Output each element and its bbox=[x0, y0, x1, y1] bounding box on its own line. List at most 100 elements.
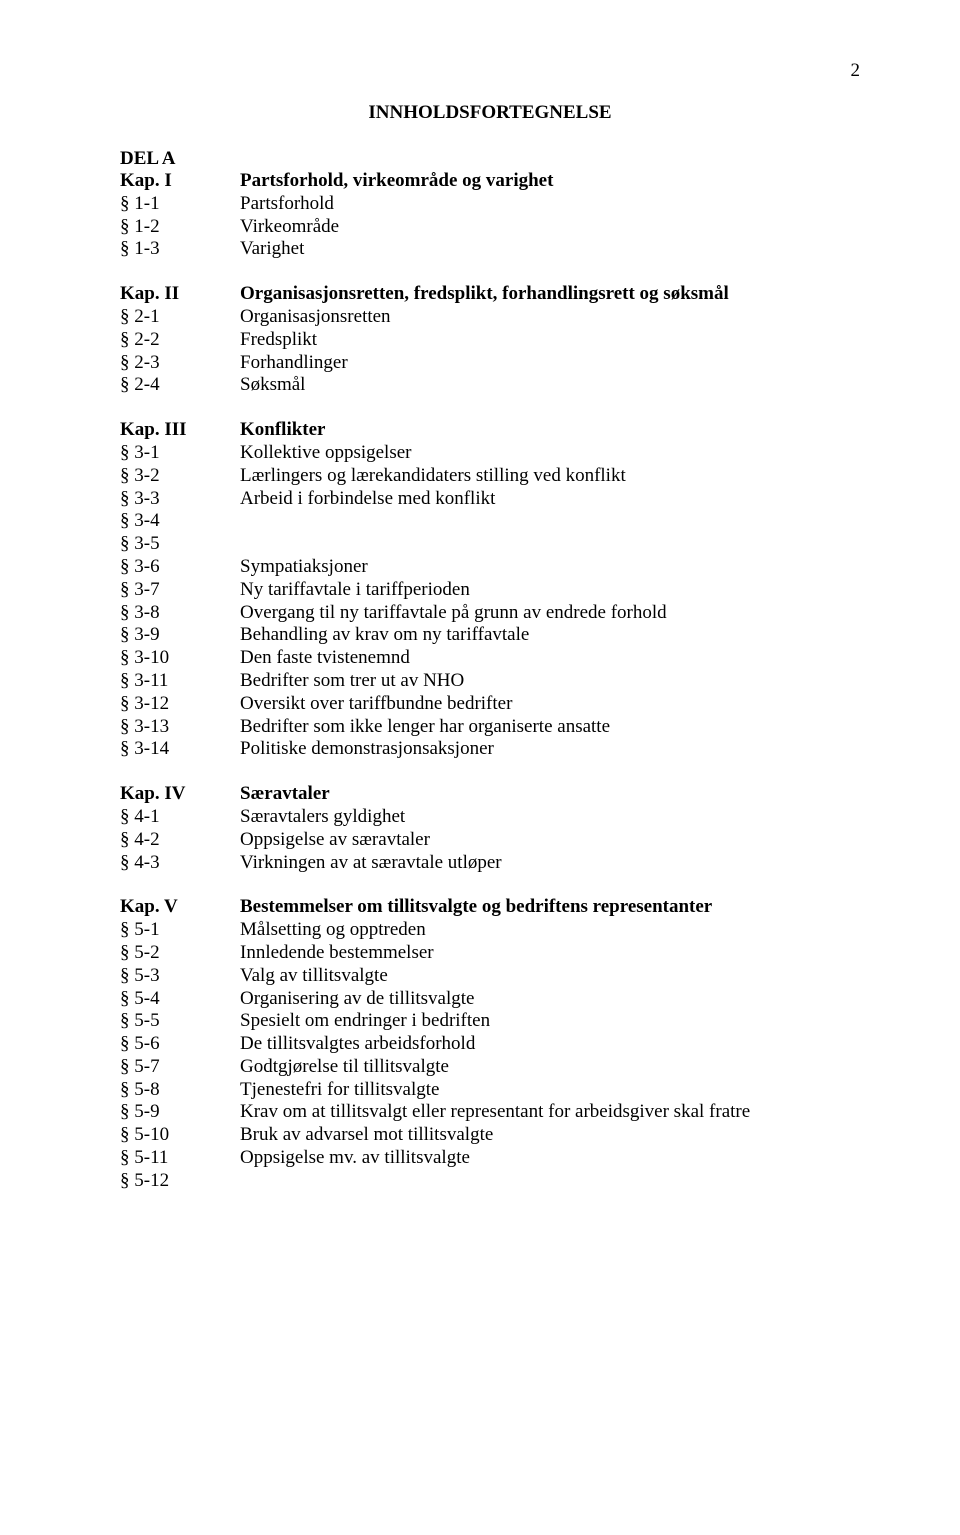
document-page: 2 INNHOLDSFORTEGNELSE DEL A Kap. IPartsf… bbox=[0, 0, 960, 1275]
entry-ref: § 5-1 bbox=[120, 919, 240, 942]
toc-entry: § 4-2Oppsigelse av særavtaler bbox=[120, 829, 860, 852]
entry-ref: § 1-3 bbox=[120, 238, 240, 261]
entry-title: De tillitsvalgtes arbeidsforhold bbox=[240, 1033, 860, 1056]
entry-title: Innledende bestemmelser bbox=[240, 942, 860, 965]
entry-ref: § 3-4 bbox=[120, 510, 240, 533]
entry-title: Oppsigelse av særavtaler bbox=[240, 829, 860, 852]
toc-entry: § 3-2Lærlingers og lærekandidaters still… bbox=[120, 465, 860, 488]
toc-entry: § 3-6Sympatiaksjoner bbox=[120, 556, 860, 579]
toc-entry: § 3-7Ny tariffavtale i tariffperioden bbox=[120, 579, 860, 602]
toc-entry: § 1-1Partsforhold bbox=[120, 193, 860, 216]
entry-ref: § 3-5 bbox=[120, 533, 240, 556]
entry-ref: § 3-6 bbox=[120, 556, 240, 579]
toc-entry: § 2-1Organisasjonsretten bbox=[120, 306, 860, 329]
chapter-title: Særavtaler bbox=[240, 783, 860, 806]
del-a-label: DEL A bbox=[120, 148, 860, 170]
entry-title: Særavtalers gyldighet bbox=[240, 806, 860, 829]
toc-entry: § 3-9Behandling av krav om ny tariffavta… bbox=[120, 624, 860, 647]
entry-ref: § 3-13 bbox=[120, 716, 240, 739]
entry-title: Oversikt over tariffbundne bedrifter bbox=[240, 693, 860, 716]
entry-title: Arbeid i forbindelse med konflikt bbox=[240, 488, 860, 511]
entry-ref: § 3-8 bbox=[120, 602, 240, 625]
toc-entry: § 5-11Oppsigelse mv. av tillitsvalgte bbox=[120, 1147, 860, 1170]
entry-ref: § 5-11 bbox=[120, 1147, 240, 1170]
toc-entry: § 3-13Bedrifter som ikke lenger har orga… bbox=[120, 716, 860, 739]
entry-ref: § 3-10 bbox=[120, 647, 240, 670]
chapter-ref: Kap. I bbox=[120, 170, 240, 193]
toc-entry: § 3-11Bedrifter som trer ut av NHO bbox=[120, 670, 860, 693]
entry-ref: § 3-2 bbox=[120, 465, 240, 488]
toc-entry: § 3-14Politiske demonstrasjonsaksjoner bbox=[120, 738, 860, 761]
toc-title: INNHOLDSFORTEGNELSE bbox=[120, 102, 860, 124]
entry-title: Forhandlinger bbox=[240, 352, 860, 375]
chapter-group: Kap. IIIKonflikter§ 3-1Kollektive oppsig… bbox=[120, 419, 860, 761]
entry-title: Godtgjørelse til tillitsvalgte bbox=[240, 1056, 860, 1079]
entry-title: Kollektive oppsigelser bbox=[240, 442, 860, 465]
chapter-group: Kap. IIOrganisasjonsretten, fredsplikt, … bbox=[120, 283, 860, 397]
entry-ref: § 2-2 bbox=[120, 329, 240, 352]
chapter-header: Kap. IVSæravtaler bbox=[120, 783, 860, 806]
entry-ref: § 4-2 bbox=[120, 829, 240, 852]
entry-ref: § 3-9 bbox=[120, 624, 240, 647]
entry-title: Organisasjonsretten bbox=[240, 306, 860, 329]
entry-ref: § 5-9 bbox=[120, 1101, 240, 1124]
chapter-header: Kap. VBestemmelser om tillitsvalgte og b… bbox=[120, 896, 860, 919]
entry-ref: § 3-7 bbox=[120, 579, 240, 602]
entry-title: Virkningen av at særavtale utløper bbox=[240, 852, 860, 875]
entry-title: Krav om at tillitsvalgt eller representa… bbox=[240, 1101, 860, 1124]
entry-title: Oppsigelse mv. av tillitsvalgte bbox=[240, 1147, 860, 1170]
entry-title: Bruk av advarsel mot tillitsvalgte bbox=[240, 1124, 860, 1147]
entry-title bbox=[240, 1170, 860, 1193]
toc-entry: § 3-3Arbeid i forbindelse med konflikt bbox=[120, 488, 860, 511]
toc-entry: § 2-2Fredsplikt bbox=[120, 329, 860, 352]
entry-ref: § 3-1 bbox=[120, 442, 240, 465]
toc-entry: § 3-5 bbox=[120, 533, 860, 556]
entry-title: Den faste tvistenemnd bbox=[240, 647, 860, 670]
entry-ref: § 5-5 bbox=[120, 1010, 240, 1033]
entry-ref: § 5-8 bbox=[120, 1079, 240, 1102]
chapter-header: Kap. IPartsforhold, virkeområde og varig… bbox=[120, 170, 860, 193]
toc-entry: § 5-10Bruk av advarsel mot tillitsvalgte bbox=[120, 1124, 860, 1147]
entry-title: Lærlingers og lærekandidaters stilling v… bbox=[240, 465, 860, 488]
entry-ref: § 4-3 bbox=[120, 852, 240, 875]
chapter-ref: Kap. II bbox=[120, 283, 240, 306]
entry-title: Varighet bbox=[240, 238, 860, 261]
entry-ref: § 2-1 bbox=[120, 306, 240, 329]
entry-ref: § 5-10 bbox=[120, 1124, 240, 1147]
entry-ref: § 3-14 bbox=[120, 738, 240, 761]
entry-title: Spesielt om endringer i bedriften bbox=[240, 1010, 860, 1033]
entry-ref: § 1-2 bbox=[120, 216, 240, 239]
entry-title: Bedrifter som ikke lenger har organisert… bbox=[240, 716, 860, 739]
toc-entry: § 5-4Organisering av de tillitsvalgte bbox=[120, 988, 860, 1011]
toc-entry: § 4-1Særavtalers gyldighet bbox=[120, 806, 860, 829]
entry-ref: § 5-7 bbox=[120, 1056, 240, 1079]
entry-title: Tjenestefri for tillitsvalgte bbox=[240, 1079, 860, 1102]
entry-ref: § 3-12 bbox=[120, 693, 240, 716]
entry-ref: § 5-6 bbox=[120, 1033, 240, 1056]
entry-ref: § 5-4 bbox=[120, 988, 240, 1011]
toc-entry: § 3-4 bbox=[120, 510, 860, 533]
entry-title bbox=[240, 533, 860, 556]
toc-entry: § 5-3Valg av tillitsvalgte bbox=[120, 965, 860, 988]
toc-entry: § 1-3Varighet bbox=[120, 238, 860, 261]
entry-title: Søksmål bbox=[240, 374, 860, 397]
toc-entry: § 5-12 bbox=[120, 1170, 860, 1193]
toc-entry: § 5-5Spesielt om endringer i bedriften bbox=[120, 1010, 860, 1033]
entry-title: Valg av tillitsvalgte bbox=[240, 965, 860, 988]
toc-entry: § 5-9Krav om at tillitsvalgt eller repre… bbox=[120, 1101, 860, 1124]
entry-ref: § 2-4 bbox=[120, 374, 240, 397]
entry-title: Overgang til ny tariffavtale på grunn av… bbox=[240, 602, 860, 625]
toc-entry: § 5-1Målsetting og opptreden bbox=[120, 919, 860, 942]
entry-title bbox=[240, 510, 860, 533]
toc-entry: § 3-8Overgang til ny tariffavtale på gru… bbox=[120, 602, 860, 625]
chapter-header: Kap. IIIKonflikter bbox=[120, 419, 860, 442]
entry-ref: § 5-12 bbox=[120, 1170, 240, 1193]
toc-entry: § 3-10Den faste tvistenemnd bbox=[120, 647, 860, 670]
chapter-group: Kap. IVSæravtaler§ 4-1Særavtalers gyldig… bbox=[120, 783, 860, 874]
entry-ref: § 3-11 bbox=[120, 670, 240, 693]
entry-title: Sympatiaksjoner bbox=[240, 556, 860, 579]
toc-entry: § 2-4Søksmål bbox=[120, 374, 860, 397]
toc-entry: § 4-3Virkningen av at særavtale utløper bbox=[120, 852, 860, 875]
chapter-title: Organisasjonsretten, fredsplikt, forhand… bbox=[240, 283, 860, 306]
entry-title: Organisering av de tillitsvalgte bbox=[240, 988, 860, 1011]
